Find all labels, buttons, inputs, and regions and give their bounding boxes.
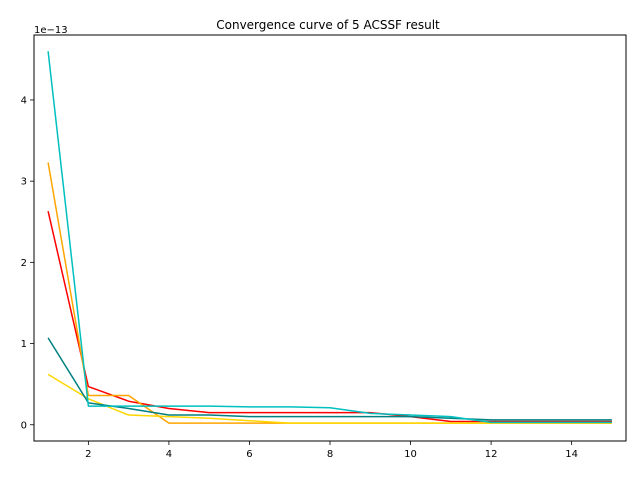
y-tick-label-4: 4 — [21, 95, 27, 106]
y-tick-label-0: 0 — [21, 420, 27, 431]
series-line-4 — [47, 337, 612, 421]
series-line-3 — [47, 373, 612, 424]
x-tick-label-14: 14 — [565, 449, 578, 460]
series-line-1 — [47, 211, 612, 423]
x-tick-label-6: 6 — [246, 449, 252, 460]
y-tick-label-2: 2 — [21, 258, 27, 269]
series-layer — [47, 51, 612, 424]
y-tick-label-1: 1 — [21, 339, 27, 350]
x-tick-label-2: 2 — [85, 449, 91, 460]
y-axis-scale-label: 1e−13 — [34, 25, 68, 36]
x-tick-label-4: 4 — [166, 449, 172, 460]
series-line-2 — [47, 162, 612, 424]
series-line-5 — [47, 51, 612, 424]
x-tick-label-8: 8 — [327, 449, 333, 460]
y-tick-label-3: 3 — [21, 177, 27, 188]
plot-frame — [33, 34, 627, 442]
chart-title: Convergence curve of 5 ACSSF result — [216, 18, 440, 32]
x-tick-label-10: 10 — [404, 449, 417, 460]
x-tick-label-12: 12 — [485, 449, 498, 460]
